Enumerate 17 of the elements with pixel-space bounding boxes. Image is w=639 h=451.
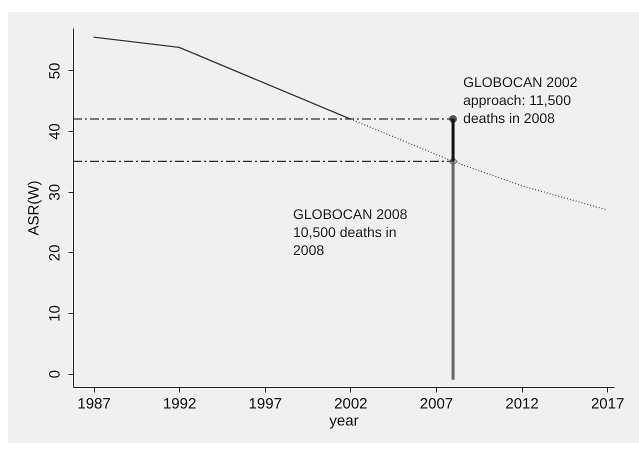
x-tick-label: 2007 <box>420 396 454 412</box>
y-tick-label: 40 <box>46 123 64 140</box>
x-axis-title: year <box>329 412 359 430</box>
x-tick-label: 2002 <box>334 396 368 412</box>
annotation: GLOBOCAN 2002 approach: 11,500 deaths in 2008 <box>463 74 578 126</box>
x-tick-label: 1997 <box>248 396 282 412</box>
x-tick-label: 1987 <box>77 396 111 412</box>
x-tick-label: 2012 <box>505 396 539 412</box>
x-tick-label: 2017 <box>590 396 624 412</box>
y-axis-title: ASR(W) <box>26 180 42 236</box>
x-tick-label: 1992 <box>162 396 196 412</box>
y-tick-label: 50 <box>46 62 64 80</box>
y-tick-label: 0 <box>46 370 64 378</box>
y-tick-label: 10 <box>46 305 64 322</box>
y-tick-label: 20 <box>46 244 64 262</box>
annotation: GLOBOCAN 2008 10,500 deaths in 2008 <box>293 206 408 258</box>
y-tick-label: 30 <box>46 184 64 201</box>
